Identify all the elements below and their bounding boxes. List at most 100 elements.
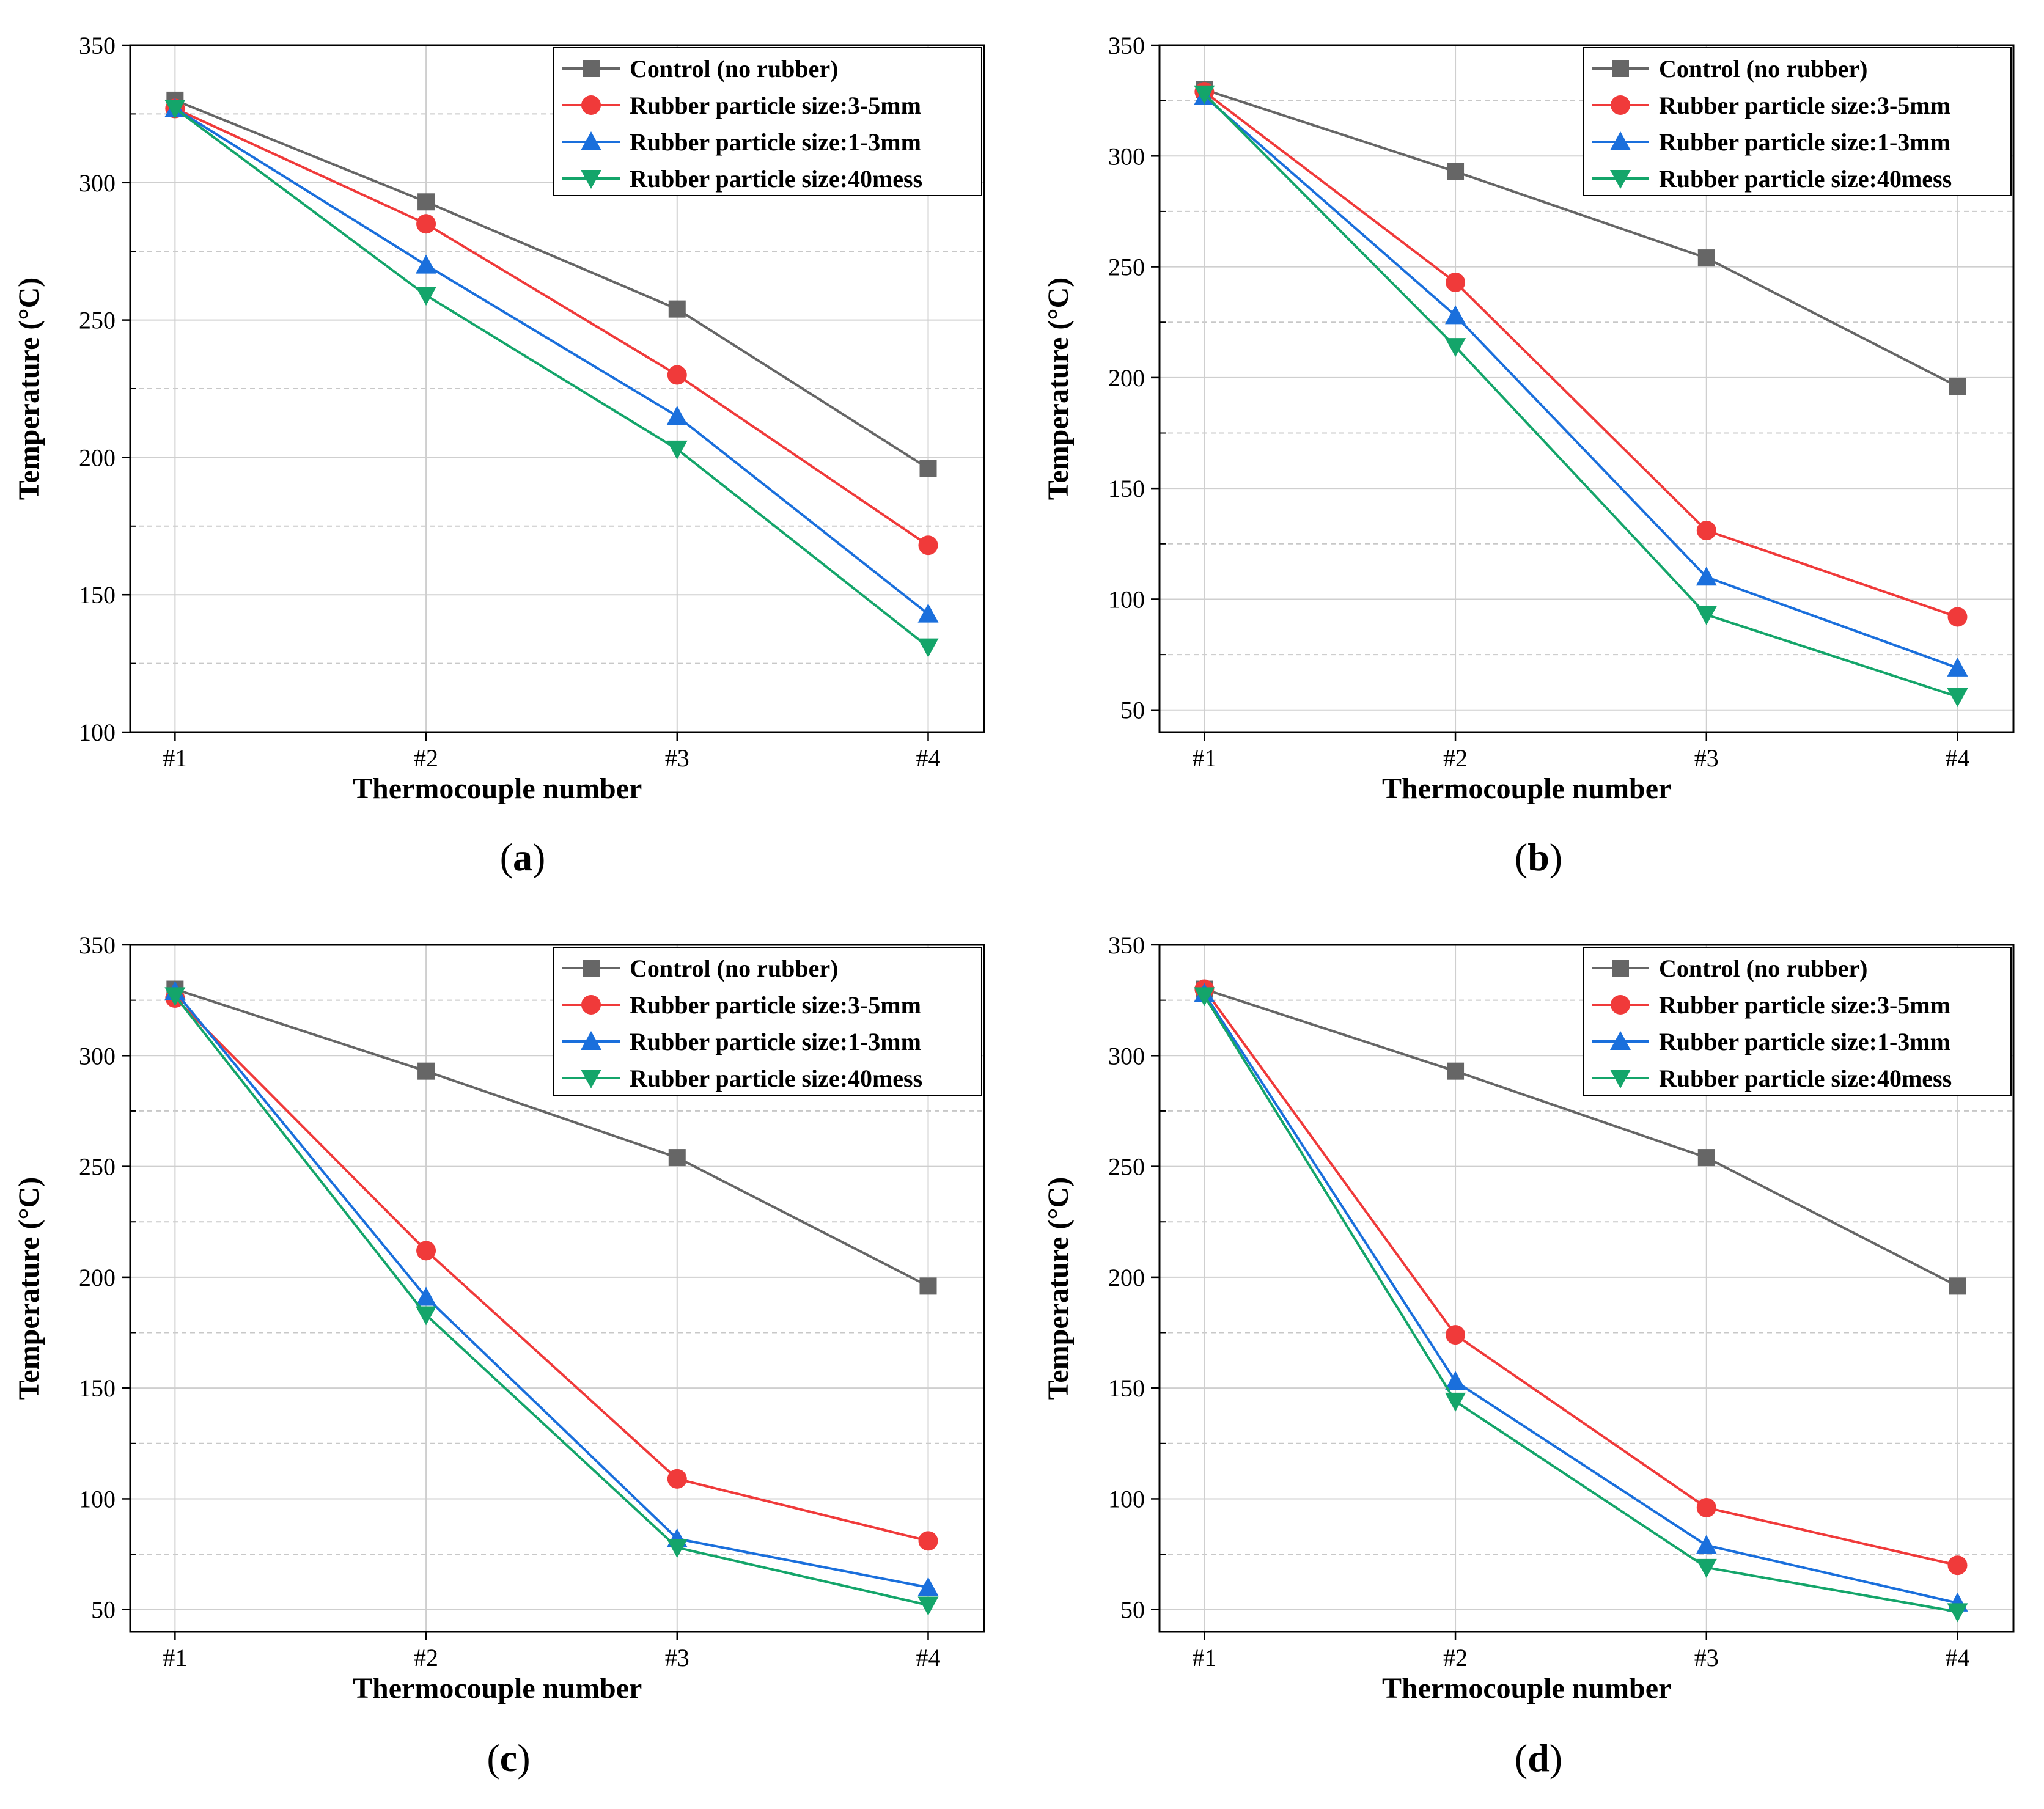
x-tick-label: #3 (1694, 1644, 1719, 1671)
legend-marker-r13 (581, 131, 601, 150)
y-tick-label: 350 (1108, 32, 1145, 59)
series-line-r40 (1203, 995, 1958, 1613)
y-tick-label: 150 (1108, 475, 1145, 502)
legend-marker-r13 (1610, 131, 1631, 150)
legend-marker-r40 (1610, 170, 1631, 189)
axis-frame (129, 44, 985, 733)
y-tick-label: 50 (91, 1596, 116, 1624)
legend-label-r13: Rubber particle size:1-3mm (1659, 128, 1950, 156)
legend-label-r40: Rubber particle size:40mess (1659, 1065, 1952, 1092)
data-point-r40 (917, 1596, 939, 1616)
x-tick-label: #2 (414, 1644, 438, 1671)
data-point-r35 (416, 214, 436, 234)
data-point-r40 (164, 987, 186, 1007)
y-axis-title: Temperature (°C) (1042, 1177, 1075, 1400)
legend-box (553, 947, 982, 1096)
y-axis-title: Temperature (°C) (1042, 277, 1075, 500)
panel-label-open: ( (1515, 1736, 1527, 1780)
y-tick-label: 50 (1120, 1596, 1145, 1624)
data-point-r13 (1947, 657, 1968, 677)
x-axis-title: Thermocouple number (1382, 1672, 1671, 1704)
x-tick-label: #4 (1945, 1644, 1969, 1671)
y-tick-label: 100 (1108, 585, 1145, 613)
x-tick-label: #1 (1192, 744, 1216, 772)
data-point-r13 (666, 405, 688, 425)
chart-panel-b: 50 100 150 200 250 300 350 #1 #2 #3 #4 Control (no … (1042, 32, 2015, 879)
data-point-r40 (1194, 85, 1215, 105)
y-tick-label: 350 (79, 931, 116, 959)
data-point-r40 (1947, 1603, 1968, 1623)
data-point-r40 (416, 1306, 437, 1326)
data-point-control (1697, 1149, 1715, 1167)
axis-frame (1158, 944, 2015, 1633)
data-point-r40 (164, 100, 186, 119)
x-tick-label: #1 (163, 1644, 187, 1671)
data-point-control (1949, 378, 1966, 395)
series-line-r35 (174, 997, 928, 1543)
data-point-r40 (1445, 338, 1466, 358)
legend-marker-r13 (581, 1031, 601, 1050)
x-axis-title: Thermocouple number (353, 1672, 642, 1704)
legend-label-control: Control (no rubber) (1659, 955, 1867, 982)
legend: Control (no rubber) Rubber particle size:… (553, 47, 982, 196)
data-point-r35 (1947, 1555, 1968, 1576)
panel-label-close: ) (1550, 835, 1562, 879)
panel-label-close: ) (517, 1736, 530, 1780)
legend-label-r40: Rubber particle size:40mess (630, 1065, 922, 1092)
legend-marker-r40 (581, 1070, 601, 1088)
legend-box (1583, 947, 2012, 1096)
y-tick-label: 300 (79, 169, 116, 197)
legend-box (1583, 47, 2012, 196)
data-point-r35 (416, 1241, 436, 1261)
y-tick-label: 50 (1120, 697, 1145, 724)
series-line-r13 (1203, 993, 1958, 1604)
data-point-r13 (416, 254, 437, 274)
series-line-r40 (174, 995, 928, 1607)
data-point-r35 (918, 1531, 938, 1551)
data-point-r13 (1696, 1535, 1717, 1554)
data-point-r35 (918, 535, 938, 556)
panel-label-letter: a (513, 835, 532, 879)
legend-label-r40: Rubber particle size:40mess (1659, 165, 1952, 193)
panel-label-close: ) (532, 835, 545, 879)
axis-frame (1158, 44, 2015, 733)
y-tick-label: 200 (79, 1264, 116, 1291)
panel-label-letter: c (500, 1736, 517, 1780)
chart-panel-c: 50 100 150 200 250 300 350 #1 #2 #3 #4 Control (no … (13, 931, 985, 1780)
x-tick-label: #1 (1192, 1644, 1216, 1671)
data-point-r35 (1947, 607, 1968, 627)
data-point-r35 (1446, 1325, 1466, 1345)
data-point-control (919, 460, 937, 477)
data-point-r13 (1445, 1371, 1466, 1390)
legend-label-control: Control (no rubber) (630, 55, 838, 83)
data-point-r40 (1947, 688, 1968, 707)
series-line-r13 (174, 107, 929, 615)
legend-marker-r13 (1610, 1031, 1631, 1050)
x-tick-label: #3 (665, 744, 689, 772)
y-tick-label: 200 (79, 444, 116, 471)
series-line-r13 (174, 990, 928, 1589)
data-point-control (1447, 1062, 1465, 1080)
data-point-r35 (667, 365, 687, 385)
data-point-r13 (416, 1286, 437, 1306)
series-line-r35 (1203, 988, 1958, 1567)
x-tick-label: #3 (1694, 744, 1719, 772)
y-tick-label: 350 (1108, 931, 1145, 959)
legend-label-r13: Rubber particle size:1-3mm (1659, 1028, 1950, 1055)
data-point-r13 (917, 1577, 939, 1596)
legend-marker-r35 (581, 995, 601, 1015)
series-line-control (174, 988, 929, 1288)
data-point-r35 (667, 1469, 687, 1489)
legend-marker-control (583, 960, 600, 977)
x-tick-label: #4 (916, 744, 940, 772)
data-point-control (919, 1277, 937, 1295)
y-tick-label: 250 (1108, 1153, 1145, 1181)
data-point-control (417, 1062, 435, 1080)
series-line-control (1204, 88, 1958, 388)
y-tick-label: 150 (1108, 1374, 1145, 1402)
legend-marker-r35 (1611, 995, 1630, 1015)
data-point-r40 (1445, 1392, 1466, 1412)
legend-marker-r40 (581, 170, 601, 189)
data-point-control (417, 193, 435, 211)
